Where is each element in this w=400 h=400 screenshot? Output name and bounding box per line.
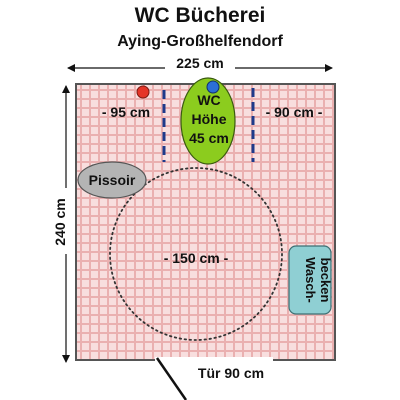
door-opening [155,357,273,364]
wc-height-value: 45 cm [189,130,229,146]
width-label-bg [165,54,235,72]
wc-height-label: Höhe [192,111,227,127]
width-label: 225 cm [176,55,223,71]
door-leaf [155,357,188,400]
right-clearance-label: - 90 cm - [266,104,323,120]
wc-toilet [180,77,236,165]
alarm-button-red [136,85,150,99]
height-label: 240 cm [52,198,68,245]
urinal [77,161,147,199]
plan-subtitle: Aying-Großhelfendorf [117,33,283,50]
wc-label: WC [197,92,220,108]
turning-circle-label: - 150 cm - [164,250,229,266]
urinal-label: Pissoir [89,172,136,188]
left-clearance-label: - 95 cm [102,104,150,120]
flush-button-blue [206,80,220,94]
sink-label-line2: becken [318,258,333,303]
door-label: Tür 90 cm [198,365,264,381]
sink [288,245,332,315]
turning-circle [109,167,283,341]
height-label-bg [52,188,70,254]
plan-title: WC Bücherei [135,4,266,27]
sink-label-line1: Wasch- [303,257,318,303]
